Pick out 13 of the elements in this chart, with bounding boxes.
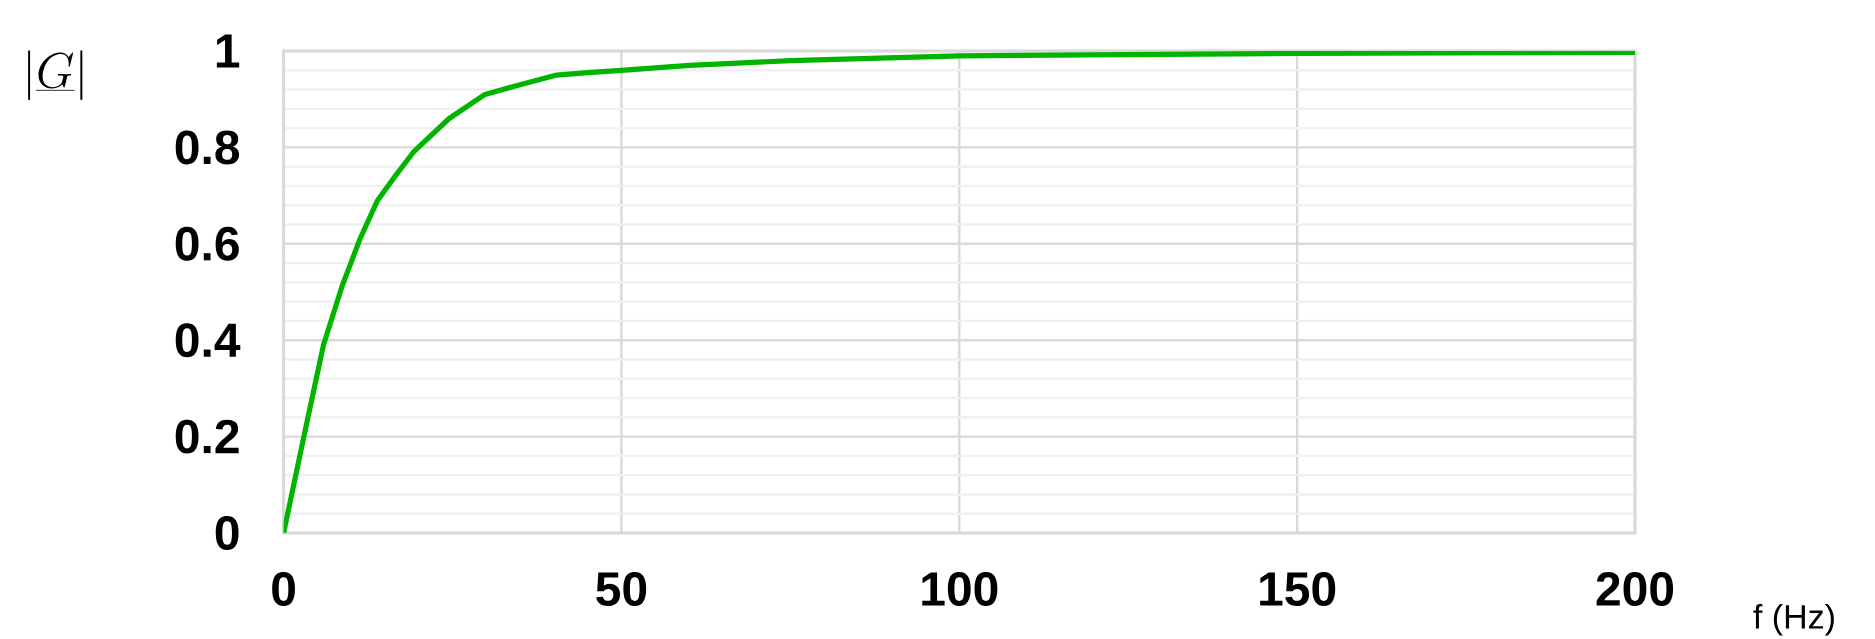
x-tick-label: 200 [1596,572,1674,607]
y-tick-label: 0.4 [175,323,241,358]
x-tick-label: 100 [922,572,998,607]
y-tick-label: 1 [216,34,240,68]
x-tick-label: 50 [596,572,647,607]
y-tick-label: 0.2 [175,419,239,454]
x-tick-label: 150 [1260,572,1336,607]
x-tick-label: 0 [272,572,295,607]
y-tick-label: 0 [215,516,239,550]
x-axis-title: f (Hz) [1753,603,1834,636]
y-axis-title: $\left|\underline{G}\right|$ [28,50,83,100]
y-tick-label: 0.6 [175,226,239,261]
y-tick-label: 0.8 [175,130,240,165]
